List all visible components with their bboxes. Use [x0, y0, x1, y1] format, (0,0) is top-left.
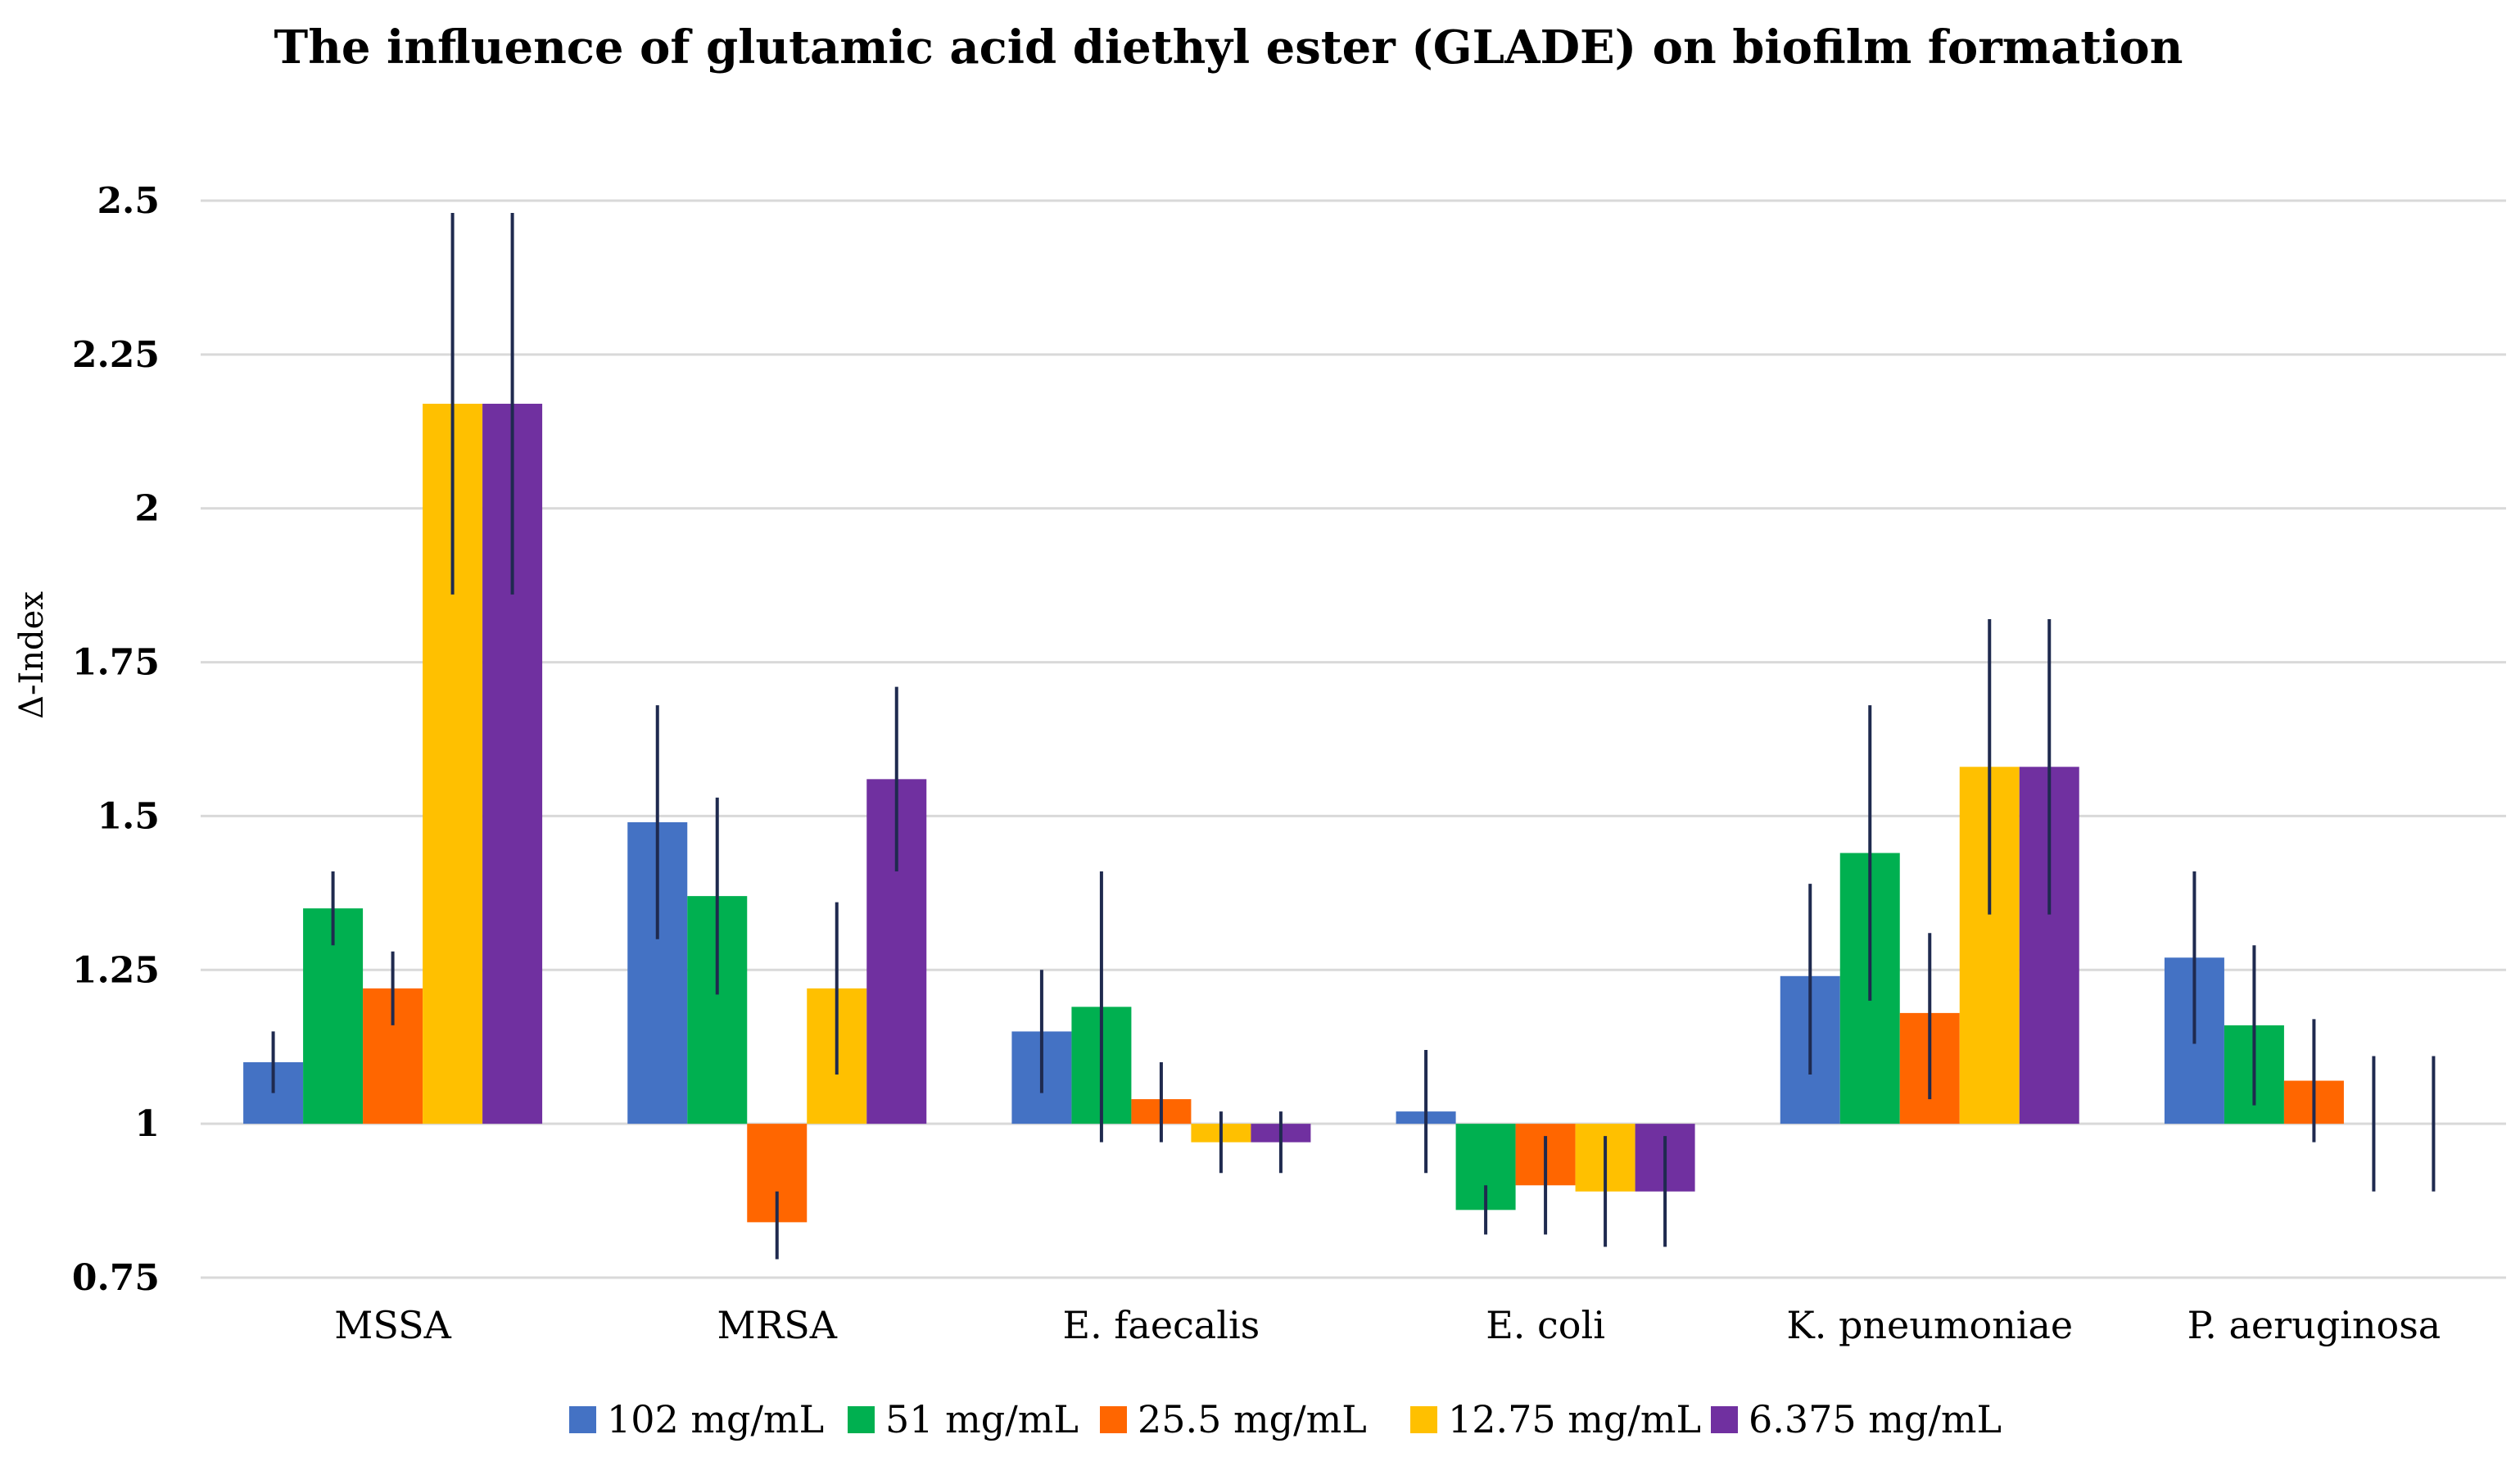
error-bars — [271, 213, 2436, 1260]
gridlines — [201, 199, 2506, 1279]
bars — [243, 403, 2344, 1223]
y-tick-label: 2.25 — [72, 334, 160, 376]
legend: 102 mg/mL 51 mg/mL 25.5 mg/mL 12.75 mg/mL 6.… — [569, 1397, 2002, 1441]
legend-swatch — [569, 1406, 596, 1433]
y-tick-label: 2 — [134, 488, 160, 530]
x-axis-categories: MSSA MRSA E. faecalis E. coli K. pneumoniae P… — [334, 1303, 2441, 1347]
y-tick-label: 1.25 — [72, 949, 160, 991]
legend-label: 51 mg/mL — [885, 1397, 1079, 1441]
legend-label: 12.75 mg/mL — [1448, 1397, 1701, 1441]
x-category-label: E. coli — [1486, 1303, 1605, 1347]
x-category-label: K. pneumoniae — [1786, 1303, 2073, 1347]
chart-title: The influence of glutamic acid diethyl e… — [274, 20, 2183, 75]
y-axis-ticks: 0.75 1 1.25 1.5 1.75 2 2.25 2.5 — [72, 180, 160, 1299]
legend-swatch — [1711, 1406, 1738, 1433]
legend-label: 6.375 mg/mL — [1749, 1397, 2002, 1441]
legend-swatch — [1410, 1406, 1437, 1433]
x-category-label: E. faecalis — [1063, 1303, 1260, 1347]
y-tick-label: 0.75 — [72, 1257, 160, 1299]
y-tick-label: 1.5 — [97, 795, 160, 837]
legend-label: 25.5 mg/mL — [1138, 1397, 1367, 1441]
y-axis-label: Δ-Index — [13, 591, 51, 719]
y-tick-label: 1 — [134, 1103, 160, 1145]
legend-swatch — [1100, 1406, 1127, 1433]
legend-label: 102 mg/mL — [607, 1397, 824, 1441]
x-category-label: MRSA — [717, 1303, 838, 1347]
x-category-label: MSSA — [334, 1303, 451, 1347]
legend-swatch — [848, 1406, 875, 1433]
y-tick-label: 2.5 — [97, 180, 160, 222]
x-category-label: P. aeruginosa — [2187, 1303, 2441, 1347]
y-tick-label: 1.75 — [72, 642, 160, 684]
